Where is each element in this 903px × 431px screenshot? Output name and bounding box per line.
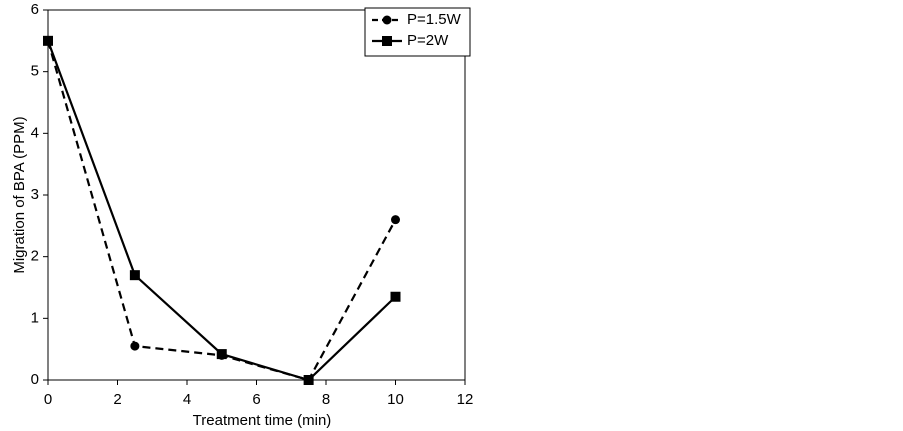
x-tick-label: 10 [387, 391, 404, 408]
data-line [46, 40, 397, 382]
data-point [129, 270, 140, 281]
x-tick-label: 8 [322, 391, 330, 408]
x-tick-label: 4 [183, 391, 191, 408]
data-point [390, 291, 401, 302]
y-tick-label: 5 [31, 63, 39, 80]
data-point [130, 341, 140, 351]
x-tick-label: 12 [457, 391, 474, 408]
y-tick-label: 4 [31, 124, 39, 141]
y-tick-label: 1 [31, 309, 39, 326]
x-tick-label: 6 [252, 391, 260, 408]
x-tick-label: 0 [44, 391, 52, 408]
data-point [303, 375, 314, 385]
y-axis-label: Migration of BPA (PPM) [11, 116, 28, 273]
legend-label: P=1.5W [407, 11, 462, 28]
legend-marker [382, 15, 392, 25]
legend-box [364, 7, 471, 57]
legend-label: P=2W [407, 32, 449, 49]
data-point [216, 349, 227, 360]
data-point [43, 35, 53, 46]
plot-frame [47, 9, 466, 381]
y-tick-label: 6 [31, 1, 39, 18]
y-tick-label: 0 [31, 371, 39, 388]
data-line [46, 40, 397, 382]
x-axis-label: Treatment time (min) [193, 412, 332, 429]
x-tick-label: 2 [113, 391, 121, 408]
y-tick-label: 3 [31, 186, 39, 203]
legend-marker [382, 36, 392, 46]
data-point [391, 215, 400, 225]
y-tick-label: 2 [31, 248, 39, 265]
